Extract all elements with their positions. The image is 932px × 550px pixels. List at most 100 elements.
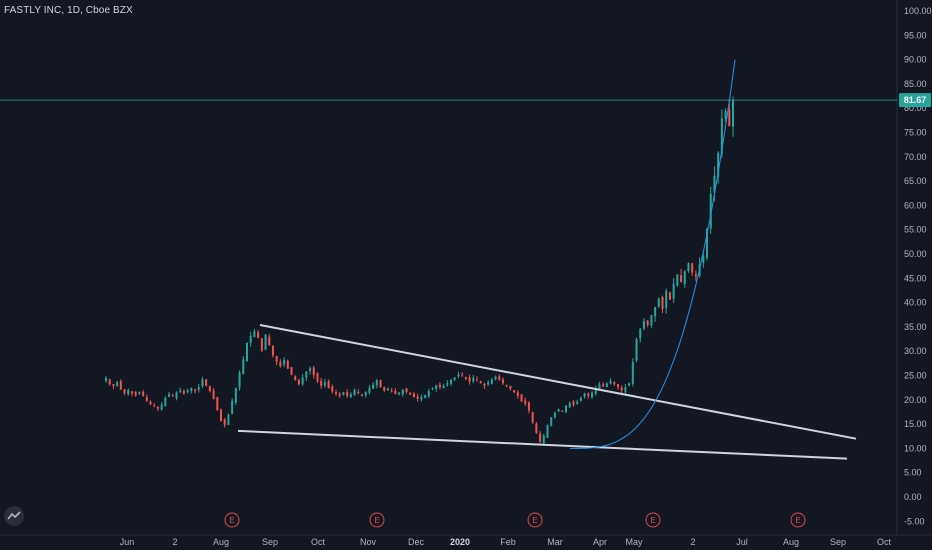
candle-body <box>216 397 219 411</box>
earnings-marker-label: E <box>374 516 379 525</box>
price-tick-label: 90.00 <box>904 55 927 65</box>
price-tick-label: 0.00 <box>904 492 922 502</box>
candle-body <box>383 387 386 391</box>
earnings-marker-label: E <box>229 516 234 525</box>
candle-body <box>238 372 241 388</box>
candle-body <box>353 390 356 396</box>
candle-body <box>490 379 493 385</box>
candle-body <box>450 379 453 384</box>
candle-body <box>338 393 341 396</box>
candle-body <box>461 374 464 376</box>
candle-body <box>104 377 108 381</box>
candle-body <box>624 387 627 393</box>
candle-body <box>264 334 267 350</box>
candle-body <box>646 320 649 325</box>
earnings-marker-label: E <box>532 516 537 525</box>
candle-body <box>112 384 115 387</box>
candle-body <box>398 392 401 395</box>
candle-body <box>468 377 471 382</box>
candle-body <box>475 379 479 381</box>
candle-body <box>127 390 130 395</box>
candle-body <box>386 388 389 391</box>
candle-body <box>316 373 319 382</box>
price-tick-label: 55.00 <box>904 225 927 235</box>
candle-body <box>654 306 657 317</box>
candle-body <box>412 393 415 397</box>
candle-body <box>142 391 145 396</box>
candle-body <box>602 384 605 387</box>
parabolic-curve[interactable] <box>570 59 736 449</box>
candle-body <box>635 339 638 361</box>
earnings-marker-label: E <box>795 516 800 525</box>
price-tick-label: 65.00 <box>904 176 927 186</box>
candle-body <box>568 402 571 408</box>
earnings-marker[interactable] <box>369 512 385 528</box>
candle-body <box>527 402 530 411</box>
candle-body <box>524 400 527 404</box>
candle-body <box>505 384 508 386</box>
candle-body <box>487 382 490 385</box>
candle-body <box>168 393 171 397</box>
candle-body <box>175 392 178 399</box>
candle-body <box>583 393 586 397</box>
tradingview-logo[interactable] <box>4 506 24 526</box>
candle-body <box>257 332 260 339</box>
candle-body <box>179 390 182 392</box>
price-tick-label: 85.00 <box>904 79 927 89</box>
candle-body <box>349 393 352 398</box>
candle-body <box>327 381 330 389</box>
candle-body <box>438 384 441 388</box>
candle-body <box>598 384 601 390</box>
candle-body <box>297 379 300 385</box>
price-tick-label: 35.00 <box>904 322 927 332</box>
candle-body <box>680 275 683 283</box>
earnings-marker[interactable] <box>645 512 661 528</box>
time-axis-label: Oct <box>311 537 326 547</box>
time-axis-label: Feb <box>500 537 516 547</box>
candle-body <box>268 336 271 346</box>
logo-icon <box>7 511 21 520</box>
candle-body <box>401 389 404 395</box>
price-tick-label: 60.00 <box>904 200 927 210</box>
candle-body <box>219 409 223 422</box>
earnings-marker[interactable] <box>527 512 543 528</box>
candle-body <box>420 397 423 400</box>
candle-body <box>683 271 686 285</box>
candle-body <box>156 406 159 409</box>
price-tick-label: 70.00 <box>904 152 927 162</box>
candle-body <box>130 391 133 394</box>
candle-body <box>628 383 631 386</box>
candle-body <box>498 376 501 380</box>
price-tick-label: 75.00 <box>904 128 927 138</box>
price-tick-label: 30.00 <box>904 346 927 356</box>
candle-body <box>553 412 556 418</box>
support-trendline[interactable] <box>237 429 848 460</box>
candle-body <box>565 405 568 413</box>
candle-body <box>479 381 482 384</box>
candle-body <box>242 359 245 374</box>
candle-body <box>160 404 163 410</box>
candle-body <box>605 383 608 388</box>
price-tick-label: 5.00 <box>904 468 922 478</box>
candle-body <box>709 193 712 229</box>
candle-body <box>483 383 486 386</box>
earnings-marker[interactable] <box>790 512 806 528</box>
candle-body <box>494 376 497 380</box>
earnings-marker[interactable] <box>224 512 240 528</box>
candle-body <box>286 360 289 369</box>
candle-body <box>453 377 456 380</box>
candle-body <box>576 401 579 404</box>
candle-body <box>431 388 434 390</box>
candle-body <box>442 385 445 389</box>
candle-body <box>435 385 438 389</box>
candle-body <box>368 388 371 393</box>
price-tick-label: 80.00 <box>904 103 927 113</box>
resistance-trendline[interactable] <box>259 323 857 440</box>
candle-body <box>539 433 542 442</box>
candle-body <box>305 371 308 378</box>
candle-body <box>253 331 256 338</box>
candle-body <box>271 345 274 356</box>
time-axis-label: Jun <box>120 537 135 547</box>
candle-body <box>668 292 671 300</box>
